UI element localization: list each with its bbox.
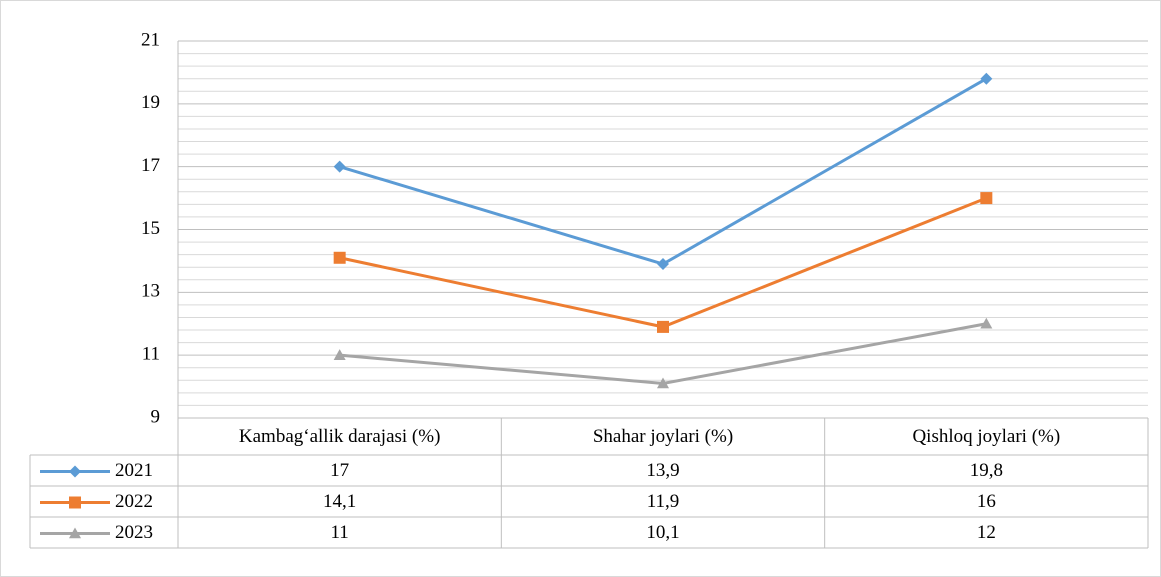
table-value: 13,9: [646, 460, 679, 481]
table-value: 17: [330, 460, 349, 481]
marker: [657, 258, 669, 271]
y-tick-label: 15: [141, 218, 160, 239]
y-tick-label: 9: [151, 406, 161, 427]
x-category-label: Kambag‘allik darajasi (%): [239, 426, 441, 447]
legend-label: 2021: [115, 460, 153, 481]
table-value: 11,9: [647, 491, 680, 512]
y-tick-label: 11: [142, 344, 160, 365]
marker: [657, 320, 669, 333]
legend-label: 2022: [115, 491, 153, 512]
marker: [69, 496, 81, 509]
marker: [980, 72, 993, 85]
marker: [69, 465, 81, 478]
marker: [333, 251, 346, 264]
table-value: 10,1: [646, 522, 679, 543]
marker: [980, 317, 993, 329]
legend-label: 2023: [115, 522, 153, 543]
x-category-label: Shahar joylari (%): [593, 426, 733, 447]
marker: [657, 377, 669, 389]
table-value: 19,8: [970, 460, 1003, 481]
table-value: 14,1: [323, 491, 356, 512]
table-value: 11: [331, 522, 349, 543]
marker: [333, 349, 346, 360]
y-tick-label: 19: [141, 92, 160, 113]
y-tick-label: 13: [141, 281, 160, 302]
y-tick-label: 17: [141, 155, 160, 176]
x-category-label: Qishloq joylari (%): [912, 426, 1060, 447]
y-tick-label: 21: [141, 29, 160, 50]
marker: [69, 527, 81, 539]
table-value: 12: [977, 522, 996, 543]
marker: [333, 160, 346, 173]
marker: [980, 192, 993, 205]
table-value: 16: [977, 491, 996, 512]
